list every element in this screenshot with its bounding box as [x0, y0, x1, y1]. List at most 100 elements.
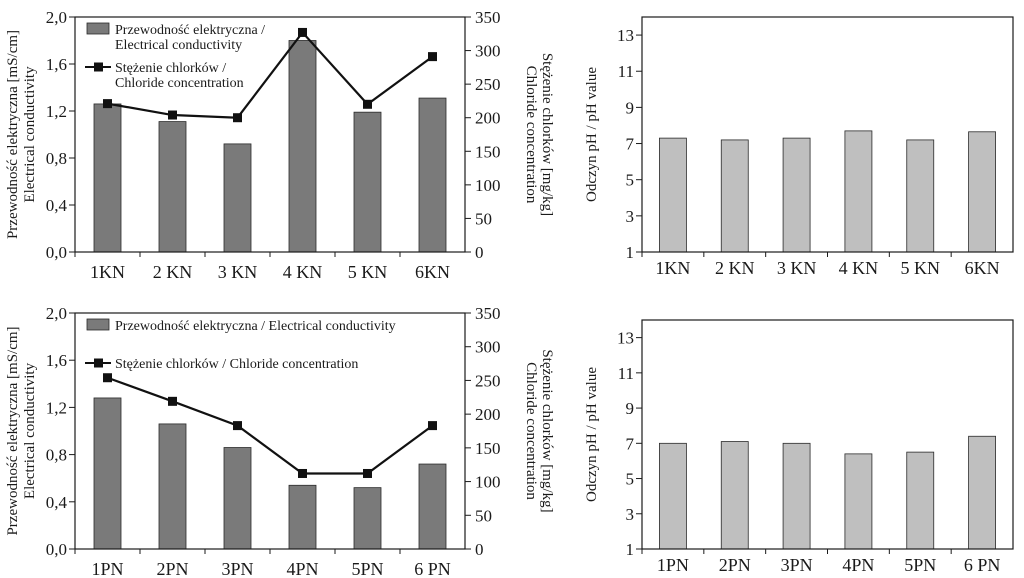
legend-bar-label: Electrical conductivity	[115, 38, 242, 53]
y-right-tick-label: 100	[475, 176, 501, 195]
x-tick-label: 3 KN	[777, 258, 817, 278]
y-tick-label: 7	[626, 434, 635, 453]
y-right-tick-label: 200	[475, 405, 501, 424]
conductivity-bar	[418, 463, 447, 550]
x-tick-label: 6KN	[965, 258, 1000, 278]
y-left-tick-label: 1,6	[46, 351, 67, 370]
y-axis-title: Odczyn pH / pH value	[584, 67, 600, 202]
conductivity-bar	[353, 111, 382, 253]
y-right-tick-label: 50	[475, 506, 492, 525]
y-tick-label: 3	[626, 207, 635, 226]
chloride-line	[107, 376, 434, 475]
y-right-tick-label: 150	[475, 142, 501, 161]
y-tick-label: 9	[626, 399, 635, 418]
y-left-tick-label: 1,2	[46, 398, 67, 417]
y-right-axis-title: Chloride concentration	[523, 66, 539, 204]
x-tick-label: 3PN	[221, 559, 253, 578]
chloride-marker	[363, 99, 372, 109]
ph-bar	[782, 137, 811, 253]
chloride-marker	[233, 421, 242, 431]
chloride-line	[107, 30, 434, 119]
conductivity-bar	[288, 40, 317, 253]
chart-conductivity-chloride-kn: 0,0 0,4 0,8 1,2 1,6 2,0 0 50 100 150 200 250 300 350 1…	[5, 8, 555, 282]
chart-conductivity-chloride-pn: 0,0 0,4 0,8 1,2 1,6 2,0 0 50 100 150 200 250 300 350 1…	[5, 304, 555, 578]
y-left-tick-label: 0,0	[46, 243, 67, 262]
y-left-tick-label: 0,8	[46, 446, 67, 465]
y-tick-label: 9	[626, 98, 635, 117]
ph-bar	[659, 442, 687, 550]
legend-bar-swatch	[86, 22, 110, 35]
chloride-marker	[428, 52, 437, 62]
x-tick-label: 4 KN	[839, 258, 879, 278]
chloride-marker	[428, 421, 437, 431]
legend-bar-label: Przewodność elektryczna /	[115, 23, 265, 38]
x-tick-label: 2PN	[156, 559, 188, 578]
ph-bar	[720, 441, 749, 550]
conductivity-bar	[418, 97, 447, 253]
x-tick-label: 1KN	[90, 262, 125, 282]
legend-line-label: Chloride concentration	[115, 76, 244, 91]
conductivity-bar	[288, 484, 317, 550]
y-tick-label: 1	[626, 540, 635, 559]
y-right-tick-label: 350	[475, 304, 501, 323]
conductivity-bar	[223, 447, 252, 550]
ph-bar	[906, 139, 935, 253]
y-right-tick-label: 250	[475, 75, 501, 94]
legend-line-marker	[94, 358, 103, 368]
y-right-axis-title: Stężenie chlorków [mg/kg]	[539, 349, 555, 512]
ph-bar	[844, 130, 873, 253]
x-tick-label: 4PN	[286, 559, 318, 578]
chloride-marker	[168, 396, 177, 406]
conductivity-bar	[223, 143, 252, 253]
y-left-tick-label: 0,8	[46, 149, 67, 168]
y-tick-label: 11	[618, 62, 634, 81]
y-left-tick-label: 1,6	[46, 55, 67, 74]
y-tick-label: 13	[617, 329, 634, 348]
ph-bar	[906, 451, 935, 550]
conductivity-bar	[93, 103, 122, 253]
ph-bar	[782, 442, 811, 550]
chloride-marker	[233, 113, 242, 123]
y-left-axis-title: Przewodność elektryczna [mS/cm]	[5, 30, 21, 239]
x-tick-label: 6 PN	[414, 559, 451, 578]
y-right-tick-label: 300	[475, 338, 501, 357]
legend-bar-swatch	[86, 318, 110, 331]
y-left-tick-label: 0,4	[46, 493, 68, 512]
x-tick-label: 6 PN	[964, 555, 1001, 575]
x-tick-label: 5 KN	[348, 262, 388, 282]
y-right-tick-label: 0	[475, 540, 484, 559]
plot-frame	[641, 16, 1014, 253]
legend-line-label: Stężenie chlorków / Chloride concentrati…	[115, 357, 358, 372]
x-tick-label: 1PN	[657, 555, 689, 575]
y-left-axis-title: Electrical conductivity	[22, 66, 38, 203]
y-left-tick-label: 2,0	[46, 304, 67, 323]
conductivity-bar	[158, 423, 187, 550]
x-tick-label: 2PN	[719, 555, 751, 575]
y-left-tick-label: 0,0	[46, 540, 67, 559]
conductivity-bar	[93, 397, 122, 550]
x-tick-label: 3PN	[781, 555, 813, 575]
ph-bar	[968, 435, 996, 550]
plot-frame	[74, 312, 466, 550]
y-right-tick-label: 150	[475, 439, 501, 458]
ph-bar	[659, 137, 687, 253]
legend-bar-label: Przewodność elektryczna / Electrical con…	[115, 319, 396, 334]
y-tick-label: 1	[626, 243, 635, 262]
chloride-marker	[103, 99, 112, 109]
legend-line-label: Stężenie chlorków /	[115, 61, 226, 76]
legend-line-marker	[94, 62, 103, 72]
y-tick-label: 5	[626, 470, 635, 489]
x-tick-label: 5PN	[904, 555, 936, 575]
x-tick-label: 5PN	[351, 559, 383, 578]
y-tick-label: 13	[617, 26, 634, 45]
chloride-marker	[168, 110, 177, 120]
x-tick-label: 1KN	[655, 258, 690, 278]
x-tick-label: 4 KN	[283, 262, 323, 282]
y-right-axis-title: Chloride concentration	[523, 362, 539, 500]
x-tick-label: 2 KN	[715, 258, 755, 278]
x-tick-label: 1PN	[91, 559, 123, 578]
y-left-axis-title: Przewodność elektryczna [mS/cm]	[5, 326, 21, 535]
y-right-tick-label: 350	[475, 8, 501, 27]
y-axis-title: Odczyn pH / pH value	[584, 367, 600, 502]
y-right-axis-title: Stężenie chlorków [mg/kg]	[539, 53, 555, 216]
